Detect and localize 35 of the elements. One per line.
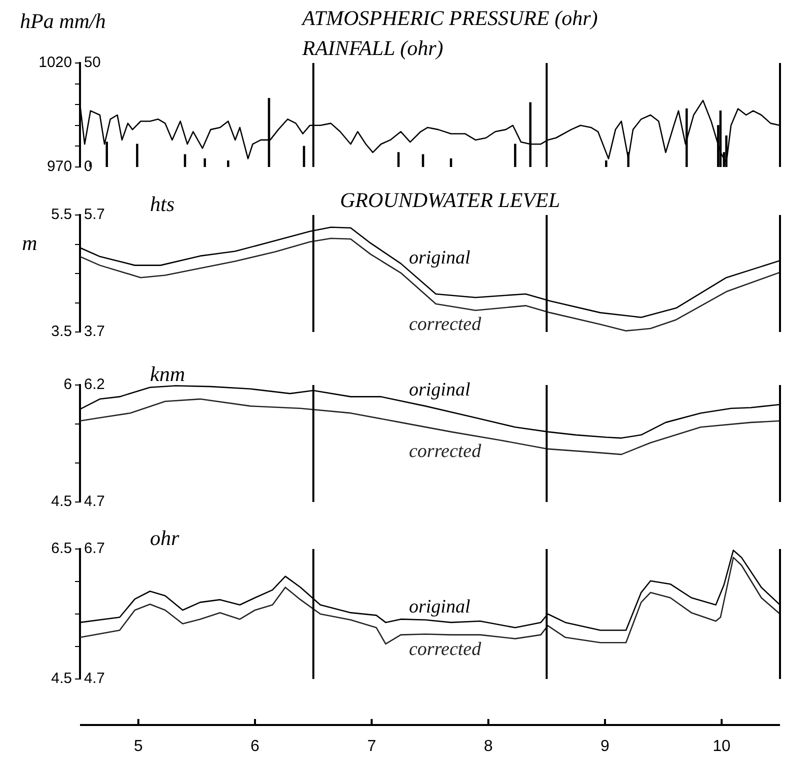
x-tick-label: 7 [367, 738, 376, 756]
y-tick-label: 6 [64, 376, 72, 394]
y-tick-label: 4.5 [51, 493, 72, 510]
x-tick-label: 6 [250, 738, 260, 756]
chart-title: ATMOSPHERIC PRESSURE (ohr) [300, 6, 598, 30]
chart-title: GROUNDWATER LEVEL [340, 188, 560, 212]
y2-tick-label: 5.7 [84, 206, 105, 224]
series-label: corrected [409, 314, 482, 335]
y2-tick-label: 4.7 [84, 493, 105, 510]
y2-tick-label: 4.7 [84, 670, 105, 688]
y2-tick-label: 6.2 [84, 376, 105, 394]
y2-tick-label: 6.7 [84, 540, 105, 558]
y-tick-label: 4.5 [51, 670, 72, 688]
series-label: original [409, 380, 470, 401]
x-tick-label: 9 [600, 738, 610, 756]
y2-tick-label: 3.7 [84, 323, 105, 340]
x-tick-label: 5 [134, 738, 143, 756]
annotation: knm [150, 362, 185, 386]
y-tick-label: 5.5 [51, 206, 72, 224]
chart-subtitle: RAINFALL (ohr) [301, 36, 444, 60]
y-tick-label: 3.5 [51, 323, 72, 340]
x-tick-label: 8 [484, 738, 493, 756]
y-tick-label: 6.5 [51, 540, 72, 558]
series-label: original [409, 596, 470, 618]
text: hPa mm/h [20, 9, 106, 33]
x-tick-label: 10 [712, 738, 731, 756]
series-label: corrected [409, 440, 482, 462]
annotation: hts [150, 192, 175, 216]
y-axis-title: m [22, 231, 38, 256]
y2-tick-label: 50 [84, 54, 101, 72]
y-tick-label: 1020 [38, 54, 72, 72]
y-tick-label: 970 [46, 158, 72, 176]
series-label: corrected [409, 638, 482, 660]
series-label: original [409, 248, 470, 269]
annotation: ohr [150, 526, 180, 550]
